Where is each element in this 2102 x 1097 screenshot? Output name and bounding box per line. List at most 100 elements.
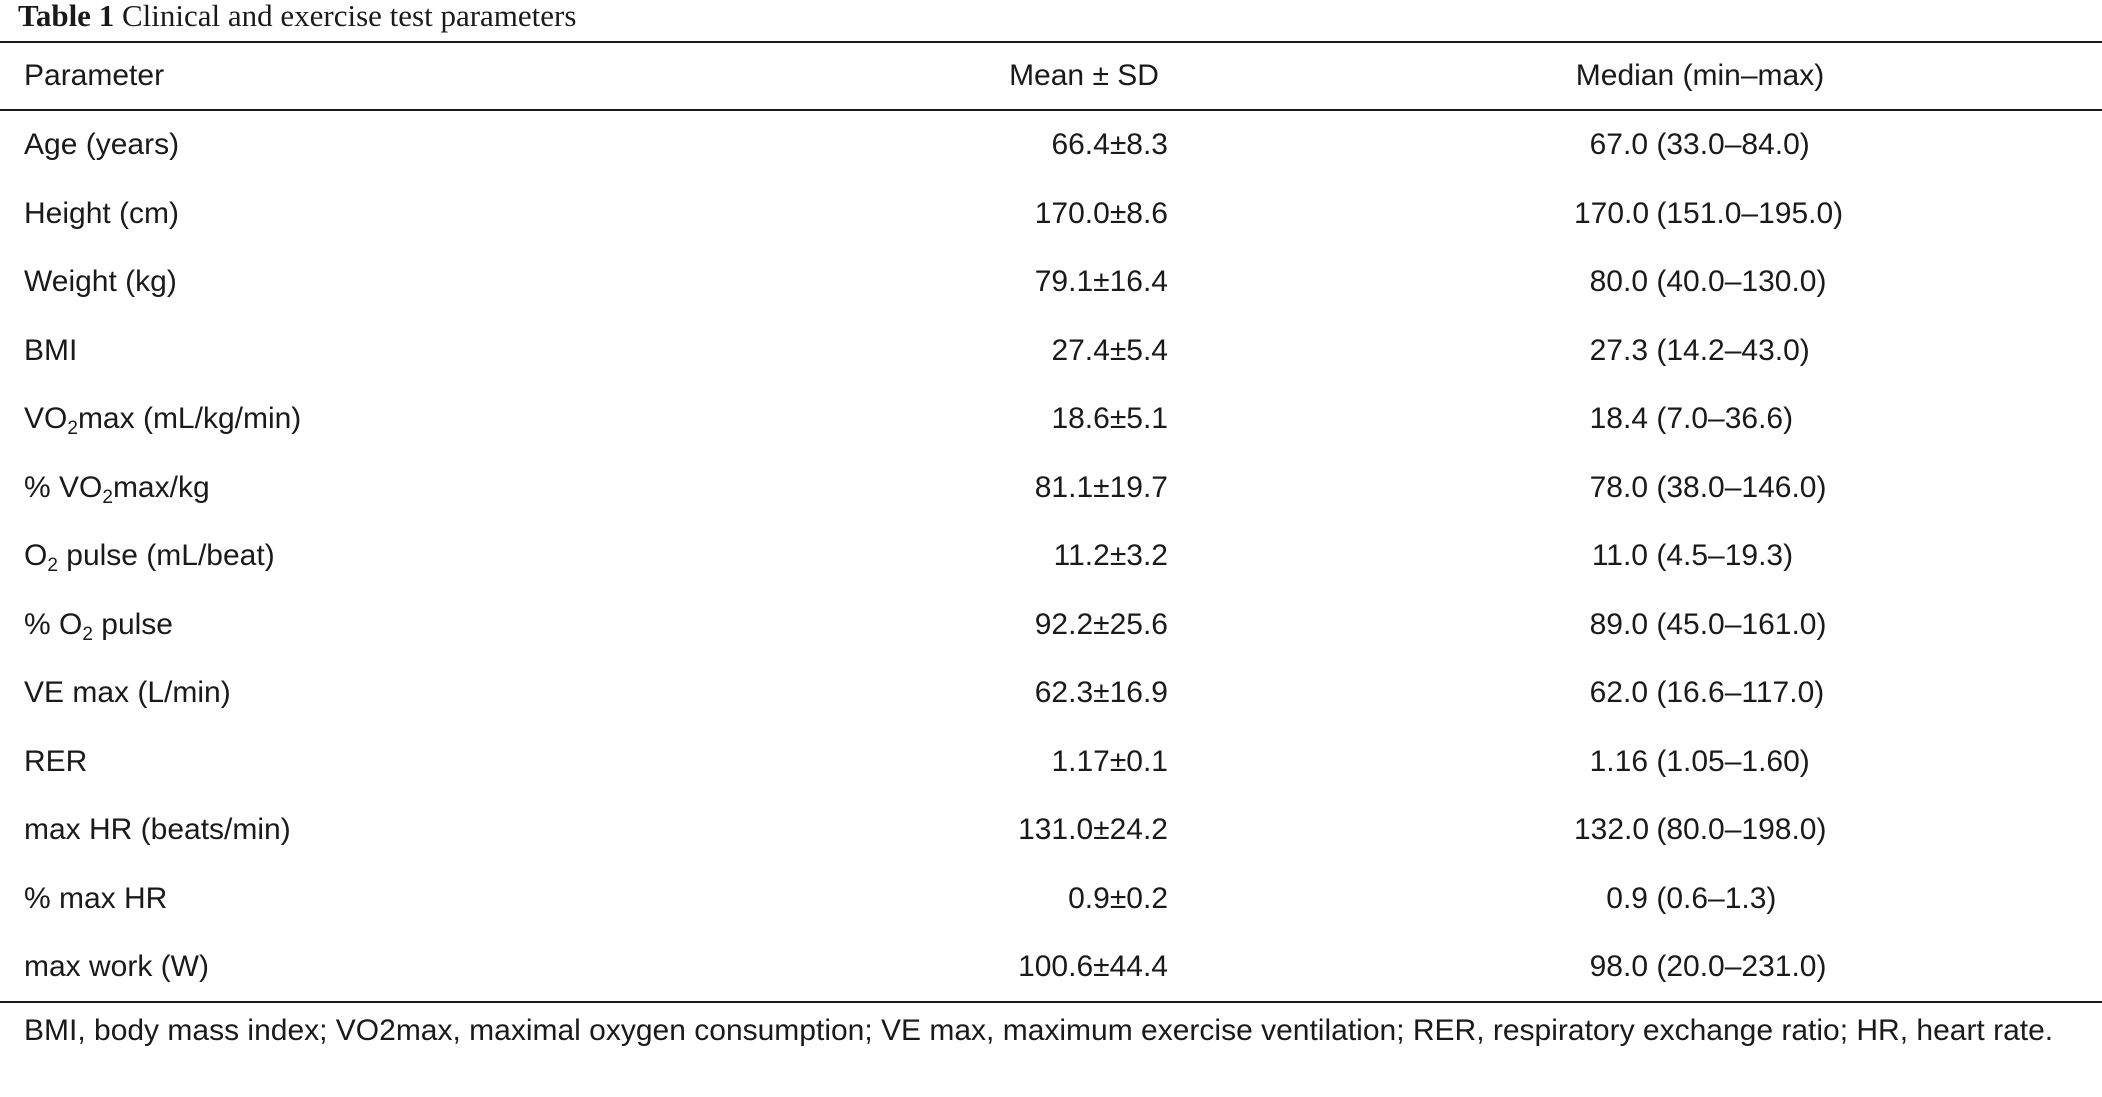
- median-range-cell: 11.0 (4.5–19.3): [1574, 521, 1868, 590]
- mean-sd-cell: 1.17±0.1: [1051, 744, 1168, 778]
- range-value: (16.6–117.0): [1656, 676, 1825, 709]
- median-range-cell: 78.0 (38.0–146.0): [1574, 453, 1868, 522]
- parameter-subscript: 2: [47, 555, 58, 576]
- parameter-name: % VO: [24, 470, 103, 504]
- mean-sd-cell: 27.4±5.4: [1051, 333, 1168, 367]
- median-value: 0.9: [1606, 881, 1648, 915]
- parameter-name: % max HR: [24, 881, 168, 915]
- parameter-cell: % max HR: [24, 864, 167, 933]
- range-value: (38.0–146.0): [1656, 470, 1827, 504]
- parameter-cell: % O2 pulse: [24, 590, 173, 659]
- parameter-cell: max HR (beats/min): [24, 795, 291, 864]
- mean-sd-cell: 0.9±0.2: [1068, 881, 1168, 915]
- header-median-range: Median (min–max): [1575, 59, 1825, 92]
- table-row: BMI 27.4±5.4 27.3 (14.2–43.0): [0, 316, 2102, 385]
- parameter-subscript: 2: [102, 486, 113, 508]
- range-value: (40.0–130.0): [1656, 265, 1827, 298]
- median-value: 27.3: [1589, 333, 1648, 367]
- parameter-cell: Age (years): [24, 110, 179, 179]
- parameter-subscript: 2: [67, 418, 78, 439]
- median-range-cell: 132.0 (80.0–198.0): [1574, 795, 1868, 864]
- range-value: (0.6–1.3): [1656, 881, 1777, 915]
- median-range-cell: 27.3 (14.2–43.0): [1574, 316, 1868, 385]
- parameter-name-suffix: pulse (mL/beat): [57, 539, 275, 572]
- parameter-name: RER: [24, 744, 88, 778]
- table-caption: Table 1 Clinical and exercise test param…: [18, 0, 576, 40]
- range-value: (14.2–43.0): [1656, 333, 1810, 367]
- median-value: 11.0: [1591, 539, 1648, 572]
- parameter-cell: BMI: [24, 316, 77, 385]
- mean-sd-cell: 100.6±44.4: [1018, 950, 1168, 983]
- parameter-cell: O2 pulse (mL/beat): [24, 521, 275, 590]
- mean-sd-cell: 170.0±8.6: [1034, 196, 1168, 230]
- median-range-cell: 98.0 (20.0–231.0): [1574, 932, 1868, 1001]
- parameter-name: % O: [24, 607, 83, 641]
- median-range-cell: 0.9 (0.6–1.3): [1574, 864, 1868, 933]
- parameter-name-suffix: max (mL/kg/min): [77, 402, 302, 435]
- median-range-cell: 89.0 (45.0–161.0): [1574, 590, 1868, 659]
- parameter-name: BMI: [24, 333, 78, 367]
- parameter-name: VE max (L/min): [24, 676, 231, 709]
- parameter-name-suffix: pulse: [92, 607, 173, 641]
- parameter-cell: Weight (kg): [24, 247, 177, 316]
- table-row: RER 1.17±0.1 1.16 (1.05–1.60): [0, 727, 2102, 796]
- table-row: Age (years) 66.4±8.3 67.0 (33.0–84.0): [0, 110, 2102, 179]
- table-header-row: Parameter Mean ± SD Median (min–max): [0, 41, 2102, 110]
- table-number: Table 1: [18, 0, 115, 33]
- range-value: (80.0–198.0): [1656, 813, 1827, 846]
- mean-sd-cell: 81.1±19.7: [1034, 470, 1168, 504]
- parameter-name: Height (cm): [24, 196, 180, 230]
- range-value: (7.0–36.6): [1656, 402, 1794, 435]
- header-mean-sd: Mean ± SD: [1009, 59, 1159, 92]
- range-value: (151.0–195.0): [1656, 196, 1844, 230]
- parameter-cell: RER: [24, 727, 87, 796]
- median-value: 80.0: [1589, 265, 1648, 298]
- mean-sd-cell: 66.4±8.3: [1051, 128, 1168, 161]
- parameter-subscript: 2: [82, 623, 93, 645]
- range-value: (33.0–84.0): [1656, 128, 1810, 161]
- table-row: O2 pulse (mL/beat) 11.2±3.2 11.0 (4.5–19.3…: [0, 521, 2102, 590]
- median-range-cell: 18.4 (7.0–36.6): [1574, 384, 1868, 453]
- table-row: % VO2max/kg 81.1±19.7 78.0 (38.0–146.0): [0, 453, 2102, 522]
- median-value: 62.0: [1589, 676, 1648, 709]
- median-range-cell: 1.16 (1.05–1.60): [1574, 727, 1868, 796]
- mean-sd-cell: 18.6±5.1: [1051, 402, 1168, 435]
- parameter-name: max HR (beats/min): [24, 813, 291, 846]
- parameter-cell: max work (W): [24, 932, 209, 1001]
- parameter-name: Age (years): [24, 128, 180, 161]
- range-value: (45.0–161.0): [1656, 607, 1827, 641]
- table-row: % max HR 0.9±0.2 0.9 (0.6–1.3): [0, 864, 2102, 933]
- mean-sd-cell: 11.2±3.2: [1053, 539, 1168, 572]
- table-row: Height (cm) 170.0±8.6 170.0 (151.0–195.0): [0, 179, 2102, 248]
- mean-sd-cell: 131.0±24.2: [1018, 813, 1168, 846]
- table-title: Clinical and exercise test parameters: [121, 0, 577, 33]
- table-row: Weight (kg) 79.1±16.4 80.0 (40.0–130.0): [0, 247, 2102, 316]
- median-range-cell: 80.0 (40.0–130.0): [1574, 247, 1868, 316]
- header-parameter: Parameter: [24, 59, 165, 92]
- median-value: 67.0: [1589, 128, 1648, 161]
- median-range-cell: 67.0 (33.0–84.0): [1574, 110, 1868, 179]
- range-value: (1.05–1.60): [1656, 744, 1810, 778]
- parameter-name: O: [24, 539, 48, 572]
- median-value: 132.0: [1574, 813, 1650, 846]
- parameter-name: VO: [24, 402, 68, 435]
- parameter-name-suffix: max/kg: [112, 470, 210, 504]
- median-value: 170.0: [1574, 196, 1650, 230]
- table-row: VE max (L/min) 62.3±16.9 62.0 (16.6–117.0): [0, 658, 2102, 727]
- table-row: max work (W) 100.6±44.4 98.0 (20.0–231.0): [0, 932, 2102, 1001]
- header-rule: [0, 109, 2102, 111]
- median-value: 89.0: [1589, 607, 1648, 641]
- bottom-rule: [0, 1001, 2102, 1003]
- top-rule: [0, 41, 2102, 43]
- median-value: 98.0: [1589, 950, 1648, 983]
- parameter-cell: Height (cm): [24, 179, 179, 248]
- table-row: max HR (beats/min) 131.0±24.2 132.0 (80.0–…: [0, 795, 2102, 864]
- median-range-cell: 62.0 (16.6–117.0): [1574, 658, 1868, 727]
- mean-sd-cell: 92.2±25.6: [1034, 607, 1168, 641]
- range-value: (20.0–231.0): [1656, 950, 1827, 983]
- mean-sd-cell: 62.3±16.9: [1034, 676, 1168, 709]
- parameter-cell: VE max (L/min): [24, 658, 231, 727]
- parameter-cell: % VO2max/kg: [24, 453, 210, 522]
- median-value: 18.4: [1589, 402, 1648, 435]
- median-value: 1.16: [1589, 744, 1648, 778]
